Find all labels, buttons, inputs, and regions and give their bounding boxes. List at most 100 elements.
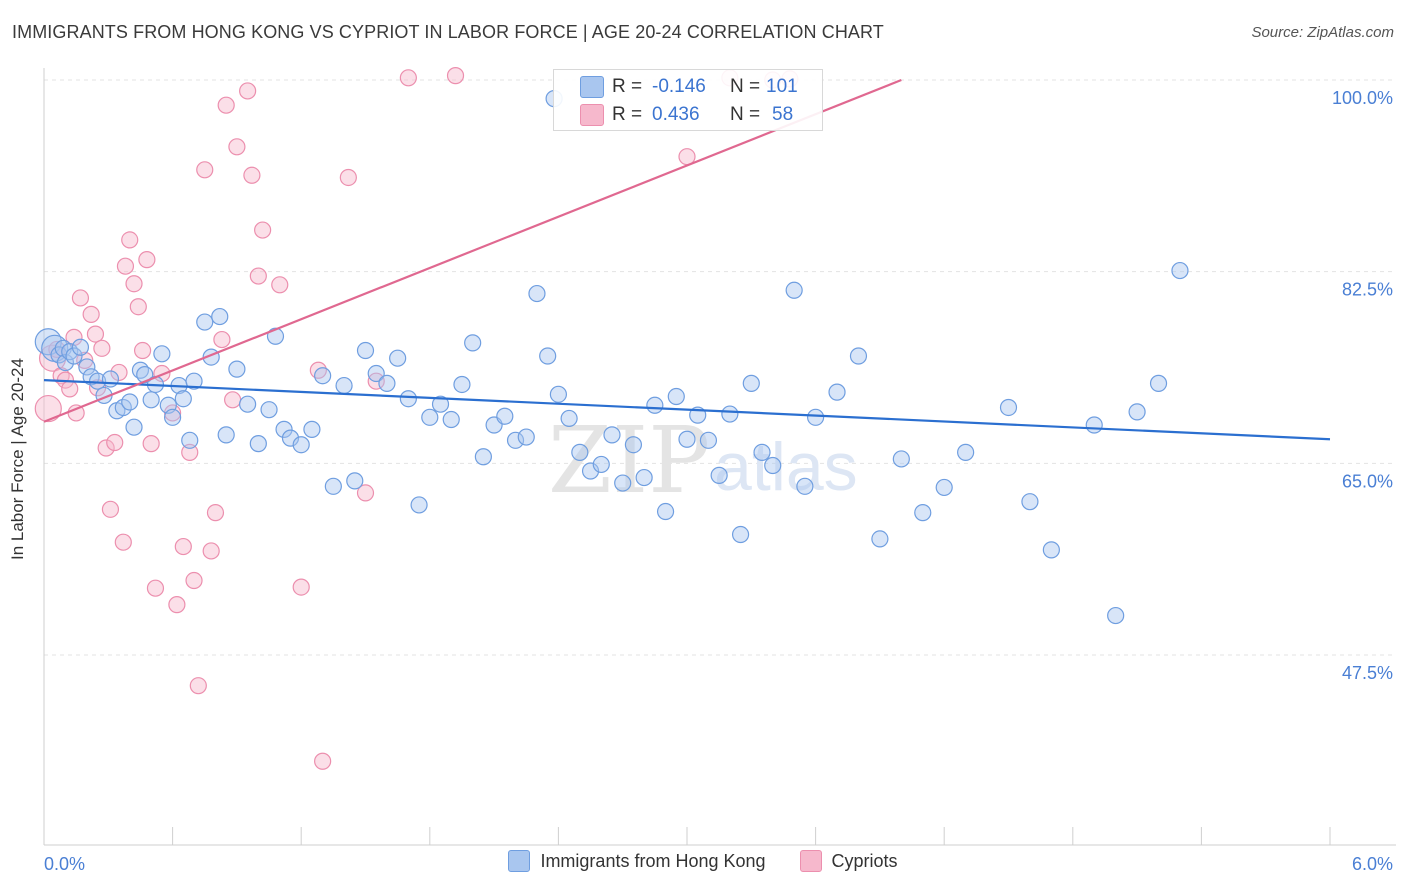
data-point: [34, 394, 62, 423]
data-point: [181, 431, 199, 449]
data-point: [239, 395, 257, 413]
data-point: [164, 408, 182, 426]
data-point: [892, 450, 910, 468]
stats-swatch-pink: [580, 104, 604, 126]
data-point: [217, 426, 235, 444]
data-point: [785, 281, 803, 299]
trend-line-cypriots: [43, 78, 902, 423]
stats-r-label: R =: [612, 76, 643, 97]
data-point: [367, 364, 385, 383]
data-point: [999, 398, 1018, 417]
data-point: [249, 267, 267, 285]
data-point: [828, 383, 846, 401]
data-point: [442, 410, 460, 429]
data-point: [871, 530, 889, 548]
data-point: [153, 345, 171, 363]
data-point: [742, 374, 760, 392]
stats-n-label: N =: [730, 104, 761, 125]
data-point: [421, 408, 439, 426]
data-point: [935, 478, 953, 497]
data-point: [356, 341, 375, 360]
data-point: [142, 391, 160, 409]
data-point: [153, 364, 171, 383]
data-point: [243, 166, 261, 184]
data-point: [196, 313, 214, 331]
data-point: [517, 428, 535, 446]
data-point: [849, 347, 868, 365]
data-point: [656, 502, 675, 521]
data-point: [168, 596, 186, 614]
data-point: [228, 138, 246, 156]
stats-row-pink: R = 0.436 N = 58: [554, 101, 822, 129]
data-point: [174, 390, 192, 408]
data-point: [335, 376, 353, 395]
legend-swatch-pink: [799, 850, 822, 872]
legend-swatch-blue: [508, 850, 531, 872]
data-point: [185, 372, 203, 390]
data-point: [271, 276, 289, 294]
data-point: [1107, 606, 1125, 625]
data-point: [303, 420, 321, 438]
data-point: [378, 374, 396, 392]
data-point: [796, 477, 814, 495]
data-point: [914, 504, 932, 522]
data-point: [581, 462, 600, 480]
data-point: [539, 347, 557, 365]
data-point: [86, 325, 105, 343]
legend-item-cypriots[interactable]: Cypriots: [799, 850, 898, 872]
data-point: [121, 393, 139, 411]
data-point: [667, 387, 685, 406]
stats-row-blue: R = -0.146 N = 101: [554, 73, 822, 101]
data-point: [213, 330, 231, 349]
data-point: [101, 500, 120, 518]
data-point: [142, 435, 160, 453]
y-tick-label: 82.5%: [1342, 280, 1393, 300]
data-point: [1021, 493, 1039, 511]
data-point: [1085, 416, 1103, 434]
x-tick-label: 0.0%: [44, 854, 85, 874]
data-point: [181, 443, 199, 461]
data-point: [806, 408, 825, 426]
stats-r-label: R =: [612, 104, 643, 125]
data-point: [249, 435, 267, 453]
data-point: [202, 542, 220, 560]
legend-item-hong-kong[interactable]: Immigrants from Hong Kong: [508, 850, 766, 872]
data-point: [314, 367, 332, 385]
data-point: [464, 334, 482, 352]
data-point: [211, 307, 229, 326]
tick-labels: 47.5% 65.0% 82.5% 100.0% 0.0% 6.0%: [44, 88, 1393, 874]
stats-r-value: 0.436: [652, 104, 700, 125]
data-point: [78, 358, 96, 376]
legend-label-cypriots: Cypriots: [831, 850, 898, 871]
data-point: [731, 525, 750, 544]
data-point: [324, 477, 342, 495]
data-point: [446, 67, 465, 85]
legend-label-hong-kong: Immigrants from Hong Kong: [540, 850, 766, 871]
data-point: [125, 418, 143, 436]
y-tick-label: 47.5%: [1342, 663, 1393, 683]
data-point: [506, 431, 525, 449]
x-tick-label: 6.0%: [1352, 854, 1393, 874]
data-point: [1149, 374, 1168, 392]
data-point: [560, 409, 578, 428]
data-point: [106, 433, 124, 452]
data-point: [116, 257, 135, 275]
data-point: [292, 436, 310, 454]
data-point: [635, 468, 653, 487]
data-point: [196, 161, 214, 179]
data-point: [496, 407, 514, 425]
data-point: [431, 395, 450, 413]
data-point: [71, 338, 90, 356]
data-point: [549, 385, 568, 403]
source-label: Source: ZipAtlas.com: [1251, 24, 1394, 41]
data-point: [61, 380, 79, 398]
data-point: [125, 275, 143, 293]
stats-swatch-blue: [580, 76, 604, 98]
data-point: [93, 339, 111, 357]
data-point: [389, 349, 407, 367]
data-point: [65, 347, 83, 365]
y-tick-label: 100.0%: [1332, 88, 1393, 108]
data-point: [339, 168, 357, 187]
data-point: [1128, 403, 1146, 421]
